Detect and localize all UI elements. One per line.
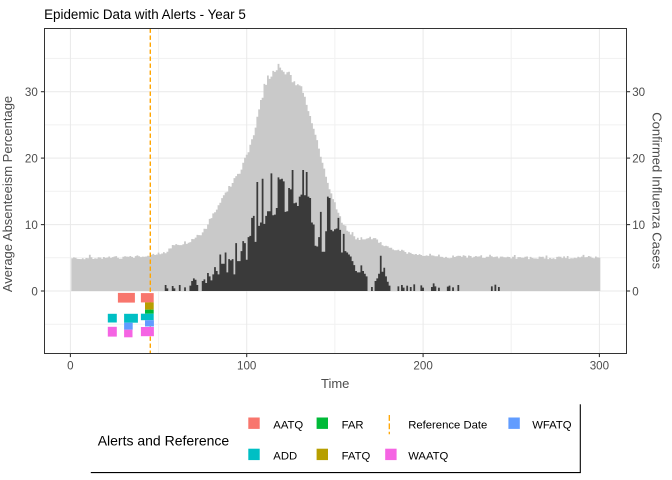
svg-text:AATQ: AATQ <box>273 419 303 431</box>
svg-text:0: 0 <box>67 360 73 373</box>
svg-text:300: 300 <box>590 360 609 373</box>
svg-text:FAR: FAR <box>342 419 364 431</box>
svg-text:0: 0 <box>31 285 37 298</box>
svg-text:30: 30 <box>632 86 645 99</box>
svg-text:FATQ: FATQ <box>342 451 371 463</box>
svg-text:Confirmed Influenza Cases: Confirmed Influenza Cases <box>650 112 665 269</box>
svg-text:ADD: ADD <box>273 451 297 463</box>
svg-text:20: 20 <box>25 152 38 165</box>
svg-text:30: 30 <box>25 86 38 99</box>
svg-text:10: 10 <box>25 219 38 232</box>
svg-text:WFATQ: WFATQ <box>532 419 572 431</box>
svg-text:WAATQ: WAATQ <box>408 451 448 463</box>
svg-text:10: 10 <box>632 219 645 232</box>
svg-text:Time: Time <box>321 376 349 391</box>
svg-text:Epidemic Data with Alerts - Ye: Epidemic Data with Alerts - Year 5 <box>44 7 246 22</box>
svg-text:Alerts and Reference: Alerts and Reference <box>98 433 230 449</box>
svg-text:100: 100 <box>237 360 256 373</box>
svg-text:20: 20 <box>632 152 645 165</box>
svg-text:Average Absenteeism Percentage: Average Absenteeism Percentage <box>0 96 15 292</box>
svg-text:0: 0 <box>632 285 638 298</box>
svg-text:Reference Date: Reference Date <box>408 419 487 431</box>
svg-text:200: 200 <box>413 360 432 373</box>
